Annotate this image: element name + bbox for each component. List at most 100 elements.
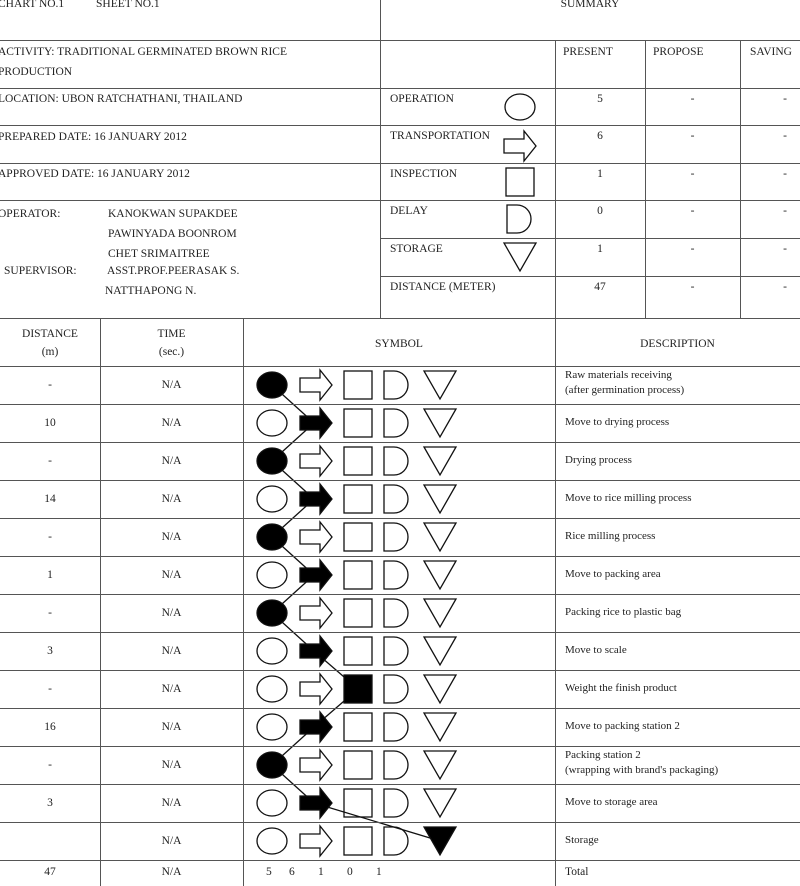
table-row-divider: [0, 746, 800, 747]
square-filled-icon: [343, 674, 373, 704]
operator-name: CHET SRIMAITREE: [108, 248, 210, 260]
description-cell-cont: (wrapping with brand's packaging): [565, 764, 719, 776]
triangle-icon: [422, 712, 458, 743]
time-header: TIME: [157, 328, 186, 340]
prepared-date: PREPARED DATE: 16 JANUARY 2012: [0, 131, 187, 143]
time-cell: N/A: [161, 759, 182, 771]
triangle-icon: [502, 242, 538, 273]
d-shape-icon: [383, 750, 409, 780]
arrow-icon: [299, 824, 333, 858]
summary-label-storage: STORAGE: [390, 243, 443, 255]
arrow-icon: [299, 672, 333, 706]
activity: ACTIVITY: TRADITIONAL GERMINATED BROWN R…: [0, 46, 287, 58]
distance-cell: -: [48, 607, 52, 619]
time-cell: N/A: [161, 683, 182, 695]
summary-label-distance-meter-: DISTANCE (METER): [390, 281, 496, 293]
distance-cell: 3: [47, 797, 53, 809]
square-icon: [343, 636, 373, 666]
distance-cell: 3: [47, 645, 53, 657]
row-divider: [0, 163, 800, 164]
supervisor-name: NATTHAPONG N.: [105, 285, 197, 297]
table-row-divider: [0, 480, 800, 481]
time-unit: (sec.): [158, 346, 185, 358]
propose-header: PROPOSE: [653, 46, 704, 58]
row-divider: [380, 238, 800, 239]
d-shape-icon: [383, 484, 409, 514]
description-cell: Rice milling process: [565, 530, 656, 542]
circle-icon: [256, 713, 288, 741]
present-value: 6: [597, 130, 603, 142]
square-icon: [343, 484, 373, 514]
distance-cell: -: [48, 683, 52, 695]
circle-filled-icon: [256, 751, 288, 779]
description-cell: Raw materials receiving: [565, 369, 672, 381]
square-icon: [505, 167, 535, 197]
table-row-divider: [0, 632, 800, 633]
time-cell: N/A: [161, 417, 182, 429]
circle-filled-icon: [256, 523, 288, 551]
description-cell: Move to packing station 2: [565, 720, 680, 732]
square-icon: [343, 750, 373, 780]
summary-label-delay: DELAY: [390, 205, 428, 217]
total-distance: 47: [44, 866, 56, 878]
d-shape-icon: [383, 788, 409, 818]
description-header: DESCRIPTION: [640, 338, 715, 350]
square-icon: [343, 408, 373, 438]
summary-border: [380, 0, 381, 318]
triangle-icon: [422, 446, 458, 477]
propose-value: -: [690, 281, 695, 293]
time-cell: N/A: [161, 835, 182, 847]
d-shape-icon: [383, 560, 409, 590]
triangle-icon: [422, 560, 458, 591]
total-row-divider: [0, 860, 800, 861]
summary-label-transportation: TRANSPORTATION: [390, 130, 490, 142]
arrow-icon: [299, 520, 333, 554]
distance-unit: (m): [41, 346, 59, 358]
present-value: 1: [597, 168, 603, 180]
table-row-divider: [0, 784, 800, 785]
triangle-icon: [422, 408, 458, 439]
table-top: [0, 318, 800, 319]
supervisor-name: ASST.PROF.PEERASAK S.: [107, 265, 240, 277]
time-cell: N/A: [161, 607, 182, 619]
d-shape-icon: [383, 636, 409, 666]
circle-filled-icon: [256, 447, 288, 475]
description-cell: Move to packing area: [565, 568, 661, 580]
d-shape-icon: [383, 408, 409, 438]
triangle-icon: [422, 484, 458, 515]
summary-label-inspection: INSPECTION: [390, 168, 458, 180]
propose-value: -: [690, 205, 695, 217]
saving-value: -: [783, 168, 787, 180]
square-icon: [343, 598, 373, 628]
propose-value: -: [690, 168, 695, 180]
arrow-filled-icon: [299, 710, 333, 744]
summary-title: SUMMARY: [560, 0, 620, 10]
table-col-divider: [555, 318, 556, 886]
saving-value: -: [783, 93, 787, 105]
summary-label-operation: OPERATION: [390, 93, 454, 105]
square-icon: [343, 522, 373, 552]
distance-cell: -: [48, 455, 52, 467]
operator-name: KANOKWAN SUPAKDEE: [108, 208, 238, 220]
table-row-divider: [0, 708, 800, 709]
square-icon: [343, 560, 373, 590]
distance-cell: 16: [44, 721, 56, 733]
description-cell: Packing rice to plastic bag: [565, 606, 682, 618]
table-row-divider: [0, 442, 800, 443]
row-divider: [0, 40, 800, 41]
arrow-filled-icon: [299, 406, 333, 440]
table-col-divider: [100, 318, 101, 886]
total-count-transportation: 6: [289, 866, 295, 878]
distance-cell: -: [48, 759, 52, 771]
arrow-filled-icon: [299, 558, 333, 592]
saving-value: -: [783, 130, 787, 142]
table-row-divider: [0, 670, 800, 671]
d-shape-icon: [383, 522, 409, 552]
table-row-divider: [0, 594, 800, 595]
triangle-icon: [422, 522, 458, 553]
time-cell: N/A: [161, 721, 182, 733]
total-time: N/A: [161, 866, 182, 878]
time-cell: N/A: [161, 531, 182, 543]
